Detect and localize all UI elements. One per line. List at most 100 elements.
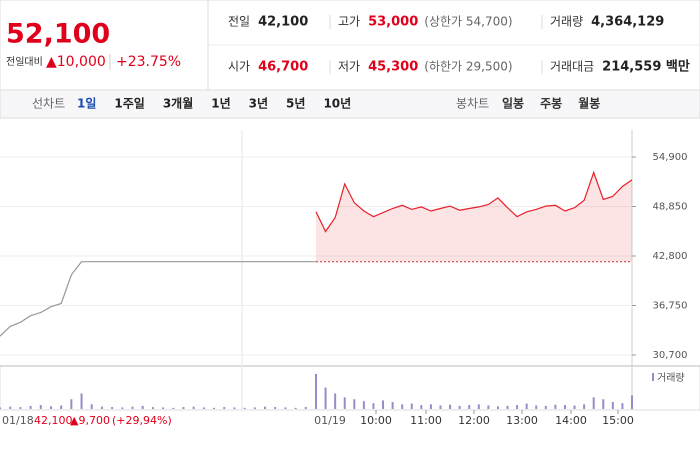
tab[interactable]: 5년: [286, 97, 305, 111]
tab[interactable]: 1년: [211, 97, 230, 111]
volume-bar: [477, 404, 480, 409]
date-label: 01/18: [2, 414, 34, 427]
tab[interactable]: 1일: [77, 97, 96, 111]
price-line: [315, 170, 633, 233]
tab[interactable]: 3년: [249, 97, 268, 111]
volume-bar: [253, 407, 256, 409]
date-label: 01/19: [314, 414, 346, 427]
cell-value: 53,000: [368, 15, 418, 30]
volume-bar: [468, 405, 471, 409]
volume-bar: [29, 405, 32, 409]
cell-value: 42,100: [258, 15, 308, 30]
tab-bar: [0, 89, 700, 119]
volume-bar: [420, 405, 423, 409]
cell-label: 고가: [338, 15, 360, 29]
volume-bar: [496, 406, 499, 409]
volume-bar: [611, 401, 614, 409]
y-tick-label: 30,700: [653, 350, 688, 361]
volume-bar: [544, 405, 547, 409]
volume-bar: [573, 405, 576, 409]
volume-bar: [506, 405, 509, 409]
x-tick-label: 15:00: [602, 414, 634, 427]
volume-bar: [162, 407, 165, 409]
volume-bar: [121, 407, 124, 409]
volume-bar: [202, 407, 205, 409]
tab[interactable]: 3개월: [163, 96, 193, 111]
cell-value: 214,559 백만: [602, 59, 690, 75]
y-tick-label: 54,900: [653, 152, 688, 163]
tab-group-label: 선차트: [32, 97, 65, 111]
volume-bar: [315, 373, 317, 409]
volume-bar: [111, 407, 114, 409]
volume-bar: [294, 407, 297, 409]
volume-bar: [233, 407, 236, 409]
volume-bar: [449, 404, 452, 409]
volume-bar: [274, 407, 277, 409]
prev-rate: (+29,94%): [112, 414, 172, 427]
prev-change: ▲9,700: [70, 414, 110, 427]
volume-bar: [535, 405, 538, 409]
x-tick-label: 14:00: [555, 414, 587, 427]
volume-bar: [583, 404, 586, 409]
volume-bar: [429, 404, 432, 409]
price: 52,100: [6, 19, 110, 50]
volume-bar: [324, 387, 327, 409]
tab[interactable]: 1주일: [114, 97, 144, 111]
volume-bar: [487, 405, 490, 409]
change: ▲10,000: [46, 54, 106, 70]
volume-bar: [602, 399, 605, 409]
prev-price: 42,100: [34, 414, 73, 427]
volume-bar: [172, 407, 175, 409]
volume-bar: [100, 406, 103, 409]
volume-bar: [439, 405, 442, 409]
y-tick-label: 36,750: [653, 301, 688, 312]
volume-bar: [525, 403, 528, 409]
volume-bar: [516, 405, 519, 409]
x-tick-label: 12:00: [458, 414, 490, 427]
price-line: [0, 261, 316, 337]
cell-value: 4,364,129: [591, 15, 664, 30]
x-tick-label: 10:00: [360, 414, 392, 427]
volume-bar: [39, 405, 42, 409]
volume-bar: [391, 401, 394, 409]
volume-bar: [304, 407, 307, 409]
cell-label: 시가: [228, 60, 250, 74]
volume-bar: [592, 397, 595, 409]
volume-panel: [0, 365, 700, 411]
change-label: 전일대비: [6, 56, 43, 68]
volume-bar: [621, 403, 624, 409]
tab[interactable]: 일봉: [502, 97, 524, 111]
cell-value: 45,300: [368, 60, 418, 75]
volume-bar: [141, 405, 144, 409]
volume-bar: [458, 405, 461, 409]
volume-bar: [49, 406, 52, 409]
cell-limit: (상한가 54,700): [424, 15, 512, 29]
cell-value: 46,700: [258, 60, 308, 75]
x-tick-label: 11:00: [410, 414, 442, 427]
volume-legend-swatch: [652, 373, 654, 381]
volume-bar: [182, 407, 185, 409]
tab[interactable]: 10년: [323, 97, 351, 111]
x-tick-label: 13:00: [506, 414, 538, 427]
volume-bar: [410, 403, 413, 409]
volume-bar: [631, 395, 633, 409]
volume-bar: [353, 399, 356, 409]
y-tick-label: 48,850: [653, 202, 688, 213]
cell-label: 전일: [228, 15, 250, 29]
volume-legend: 거래량: [657, 372, 685, 384]
cell-label: 저가: [338, 60, 360, 74]
volume-bar: [60, 405, 63, 409]
volume-bar: [243, 407, 246, 409]
price-area: [316, 172, 632, 262]
volume-bar: [19, 407, 22, 409]
volume-bar: [554, 404, 557, 409]
cell-label: 거래량: [550, 15, 583, 29]
volume-bar: [284, 407, 287, 409]
tab[interactable]: 주봉: [540, 97, 562, 111]
tab[interactable]: 월봉: [578, 96, 600, 111]
y-tick-label: 42,800: [653, 251, 688, 262]
volume-bar: [401, 404, 404, 409]
volume-bar: [0, 407, 1, 409]
